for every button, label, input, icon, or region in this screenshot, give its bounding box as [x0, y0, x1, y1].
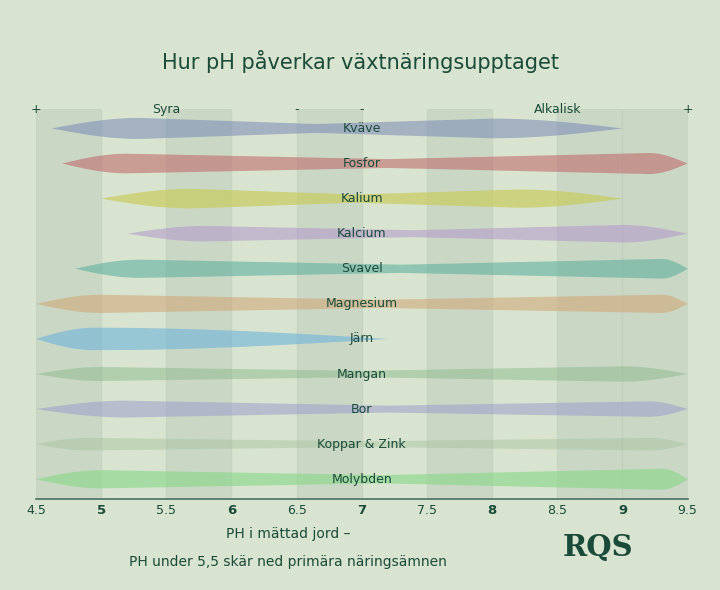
Text: -: - [359, 103, 364, 116]
Polygon shape [36, 366, 688, 382]
Polygon shape [36, 438, 688, 451]
Polygon shape [36, 401, 688, 418]
Text: +: + [683, 103, 693, 116]
Polygon shape [36, 468, 688, 490]
Bar [427, 109, 492, 499]
Bar [623, 109, 688, 499]
Text: Kväve: Kväve [343, 122, 381, 135]
Text: Järn: Järn [350, 332, 374, 345]
Bar [297, 109, 362, 499]
Bar [166, 109, 232, 499]
Text: Fosfor: Fosfor [343, 157, 381, 170]
Text: Syra: Syra [152, 103, 181, 116]
Polygon shape [36, 295, 688, 313]
Polygon shape [52, 118, 623, 139]
Polygon shape [62, 153, 688, 174]
Text: Alkalisk: Alkalisk [534, 103, 581, 116]
Text: Svavel: Svavel [341, 263, 382, 276]
Text: Magnesium: Magnesium [325, 297, 398, 310]
Text: Hur pH påverkar växtnäringsupptaget: Hur pH påverkar växtnäringsupptaget [161, 51, 559, 73]
Text: Molybden: Molybden [331, 473, 392, 486]
Text: Kalcium: Kalcium [337, 227, 387, 240]
Polygon shape [102, 189, 623, 208]
Text: PH i mättad jord –: PH i mättad jord – [226, 527, 350, 541]
Text: RQS: RQS [562, 533, 633, 562]
Bar [36, 109, 101, 499]
Text: Mangan: Mangan [337, 368, 387, 381]
Bar [557, 109, 623, 499]
Polygon shape [127, 225, 688, 242]
Text: Kalium: Kalium [341, 192, 383, 205]
Text: Koppar & Zink: Koppar & Zink [318, 438, 406, 451]
Text: Bor: Bor [351, 402, 372, 415]
Text: PH under 5,5 skär ned primära näringsämnen: PH under 5,5 skär ned primära näringsämn… [129, 555, 447, 569]
Polygon shape [75, 259, 688, 278]
Polygon shape [36, 327, 388, 350]
Text: -: - [294, 103, 299, 116]
Text: +: + [31, 103, 41, 116]
